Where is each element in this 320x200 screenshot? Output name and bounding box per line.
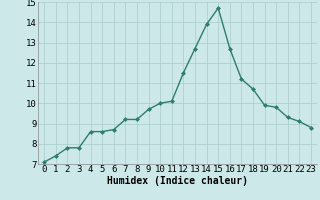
X-axis label: Humidex (Indice chaleur): Humidex (Indice chaleur) (107, 176, 248, 186)
